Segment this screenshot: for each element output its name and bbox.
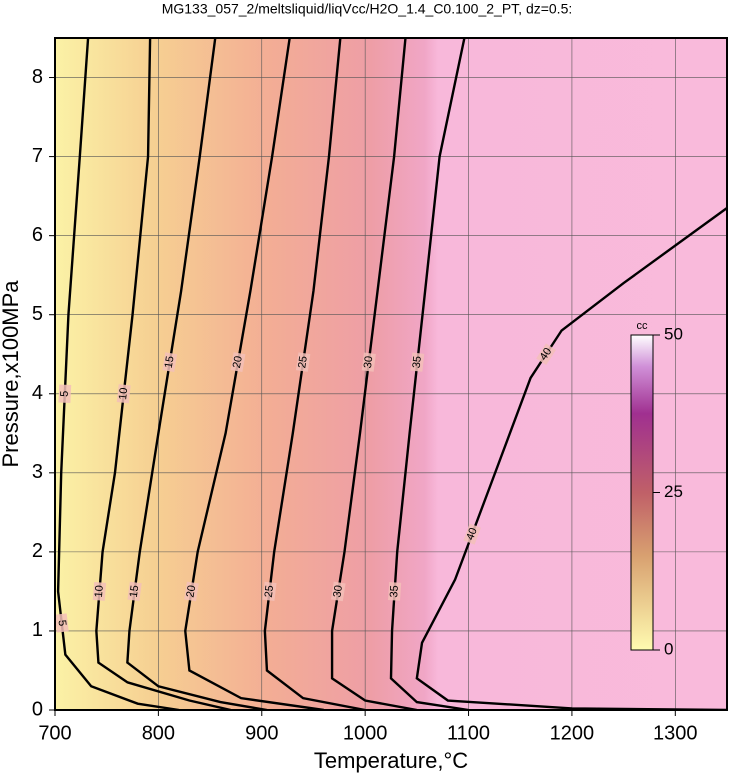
contour-label-bg — [388, 582, 402, 601]
contour-label: 20 — [184, 584, 198, 598]
contour-label-bg — [536, 343, 557, 366]
y-axis-label: Pressure,x100MPa — [0, 280, 23, 468]
x-tick-label: 1100 — [447, 722, 490, 744]
contour-label-group: 15 — [127, 581, 142, 602]
contour-label-group: 10 — [116, 384, 131, 404]
contour-label: 10 — [93, 585, 106, 598]
contour-label-group: 40 — [536, 343, 557, 366]
colorbar-tick-label: 25 — [664, 482, 683, 501]
contour-label-group: 30 — [361, 352, 376, 372]
contour-label: 25 — [263, 585, 276, 599]
x-tick-label: 1300 — [653, 722, 698, 744]
contour-label-group: 35 — [388, 582, 402, 601]
contour-line — [56, 38, 180, 710]
contour-line — [389, 38, 469, 710]
x-tick-label: 800 — [142, 722, 175, 744]
contour-label-group: 5 — [58, 384, 72, 404]
x-tick-label: 700 — [38, 722, 71, 744]
y-tick-label: 1 — [32, 619, 43, 641]
contour-label: 20 — [231, 355, 245, 369]
plot-frame — [54, 37, 728, 711]
contour-label: 35 — [411, 355, 424, 368]
contour-label: 30 — [331, 584, 345, 598]
contour-label: 25 — [296, 355, 310, 369]
contour-label-bg — [262, 581, 277, 602]
contour-label-bg — [330, 581, 346, 602]
y-tick-label: 2 — [32, 540, 43, 562]
y-tick-label: 3 — [32, 461, 43, 483]
contour-label-group: 25 — [262, 581, 277, 602]
contour-label-bg — [162, 352, 178, 372]
contour-label-bg — [184, 581, 199, 602]
contour-label: 40 — [538, 346, 555, 363]
contour-label: 5 — [59, 390, 71, 397]
contour-label: 10 — [117, 387, 130, 401]
contour-label-group: 5 — [54, 613, 69, 633]
contour-line — [330, 38, 418, 710]
contour-label-group: 35 — [410, 352, 425, 372]
contour-label-bg — [295, 352, 311, 372]
contour-label: 15 — [163, 355, 177, 369]
colorbar — [630, 334, 654, 651]
y-tick-label: 4 — [32, 382, 43, 404]
contour-line — [184, 38, 324, 710]
chart-title: MG133_057_2/meltsliquid/liqVcc/H2O_1.4_C… — [162, 1, 573, 17]
contour-label-group: 30 — [330, 581, 346, 602]
contour-label-group: 25 — [295, 352, 311, 372]
y-tick-label: 8 — [32, 66, 43, 88]
colorbar-tick-label: 0 — [664, 639, 673, 658]
colorbar-tick-label: 50 — [664, 324, 683, 343]
y-tick-label: 6 — [32, 224, 43, 246]
contour-label-bg — [116, 384, 131, 404]
y-tick-label: 0 — [32, 698, 43, 720]
x-tick-label: 1200 — [550, 722, 595, 744]
x-tick-label: 900 — [245, 722, 278, 744]
x-tick-label: 1000 — [343, 722, 388, 744]
y-tick-label: 7 — [32, 145, 43, 167]
y-tick-label: 5 — [32, 303, 43, 325]
contour-label: 40 — [464, 526, 480, 542]
contour-label-group: 10 — [92, 581, 107, 601]
contour-line — [415, 207, 727, 710]
contour-label-bg — [127, 581, 142, 602]
contour-label-bg — [58, 384, 72, 404]
x-axis-label: Temperature,°C — [314, 748, 468, 773]
contour-label: 35 — [388, 585, 401, 598]
contour-label-bg — [54, 613, 69, 633]
contour-label: 5 — [56, 619, 69, 626]
contour-label: 15 — [128, 585, 141, 599]
contour-label: 30 — [362, 355, 375, 369]
contour-label-bg — [361, 352, 376, 372]
contour-label-group: 15 — [162, 352, 178, 372]
contour-label-bg — [410, 352, 425, 372]
contour-label-bg — [230, 352, 246, 373]
contour-line — [263, 38, 366, 710]
contour-label-bg — [92, 581, 107, 601]
plot-background — [55, 38, 727, 710]
contour-label-group: 40 — [463, 523, 481, 545]
contour-label-group: 20 — [230, 352, 246, 373]
colorbar-label: cc — [637, 320, 649, 332]
contour-label-bg — [463, 523, 481, 545]
contour-label-group: 20 — [184, 581, 199, 602]
